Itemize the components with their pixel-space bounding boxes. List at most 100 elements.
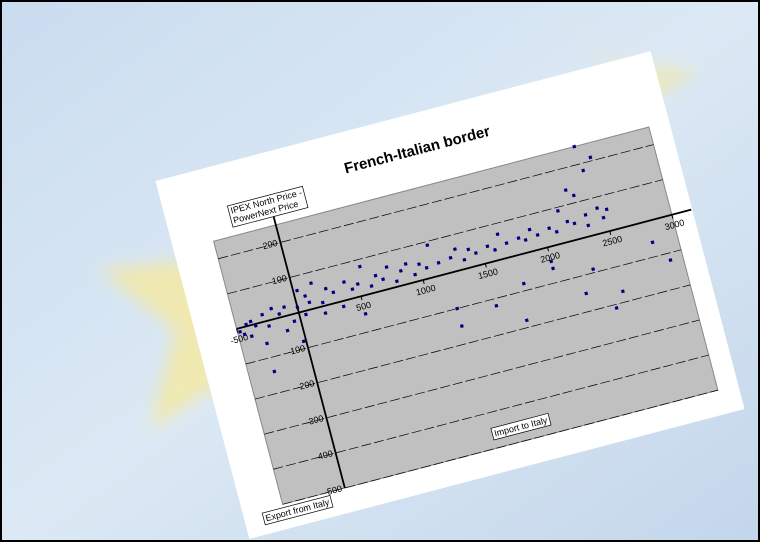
point (350, 287, 355, 292)
point (384, 265, 389, 270)
point (292, 319, 297, 324)
point (295, 288, 299, 293)
grid-line (264, 319, 700, 435)
point (355, 282, 360, 286)
point (238, 329, 242, 334)
point (448, 255, 453, 260)
point (504, 241, 509, 246)
point (549, 259, 554, 264)
grid-line (227, 179, 663, 295)
point (413, 272, 418, 277)
point (466, 247, 471, 252)
y-tick-label: -300 (305, 413, 325, 427)
point (586, 223, 591, 228)
label-box (490, 412, 552, 441)
point (307, 300, 312, 305)
point (301, 339, 306, 344)
point (242, 332, 247, 337)
point (265, 341, 269, 346)
point (601, 215, 606, 220)
y-tick-label: 100 (271, 273, 288, 286)
point (277, 312, 282, 316)
point (425, 243, 430, 248)
point (394, 279, 399, 284)
grid-line (282, 389, 718, 505)
point (535, 233, 540, 237)
y-tick-label: -500 (323, 483, 343, 497)
point (572, 144, 577, 149)
grid-line (254, 284, 691, 400)
label-box (261, 494, 334, 526)
point (583, 212, 588, 217)
point (248, 319, 253, 324)
point (581, 168, 586, 173)
point (584, 291, 589, 296)
point (272, 369, 277, 374)
x-axis (236, 208, 692, 330)
point (436, 260, 441, 265)
y-tick-label: -200 (295, 378, 315, 392)
point (331, 290, 336, 295)
label-box (226, 185, 309, 228)
point (527, 227, 532, 232)
y-axis (272, 215, 346, 489)
point (303, 312, 308, 317)
point (381, 277, 386, 282)
y-tick-label: -100 (286, 343, 306, 357)
x-tick-label: 2000 (539, 250, 561, 265)
point (462, 257, 467, 262)
point (588, 155, 593, 160)
x-tick-label: 2500 (601, 234, 623, 249)
x-tick-label: 1500 (477, 266, 499, 281)
point (244, 322, 249, 327)
point (424, 265, 429, 270)
point (453, 247, 457, 252)
point (485, 244, 490, 249)
point (565, 219, 570, 224)
point (363, 311, 368, 316)
point (650, 240, 655, 245)
point (563, 188, 568, 193)
point (253, 323, 258, 328)
grid-line (273, 354, 709, 470)
point (493, 247, 497, 252)
point (591, 267, 596, 272)
chart: French-Italian border 200100-100-200-300… (155, 51, 745, 539)
x-tick-label: 1000 (415, 283, 437, 298)
point (551, 266, 556, 271)
point (473, 251, 478, 255)
point (267, 324, 272, 328)
point (521, 281, 526, 286)
point (341, 280, 346, 284)
point (309, 281, 313, 286)
point (282, 305, 287, 310)
point (459, 324, 464, 329)
point (373, 273, 378, 278)
point (572, 221, 577, 226)
point (303, 294, 308, 298)
point (555, 208, 560, 213)
point (285, 328, 290, 333)
point (524, 318, 529, 323)
point (547, 226, 552, 231)
point (455, 306, 460, 311)
point (260, 312, 265, 317)
point (571, 193, 576, 198)
point (417, 262, 421, 267)
point (523, 238, 528, 242)
point (620, 289, 625, 294)
point (398, 268, 403, 273)
point (403, 261, 408, 266)
y-tick-label: -400 (314, 448, 334, 462)
point (341, 304, 346, 309)
point (604, 207, 609, 212)
point (595, 206, 600, 211)
point (295, 305, 300, 310)
point (516, 236, 521, 241)
point (369, 284, 374, 288)
point (323, 311, 328, 316)
grid-line (218, 144, 654, 260)
